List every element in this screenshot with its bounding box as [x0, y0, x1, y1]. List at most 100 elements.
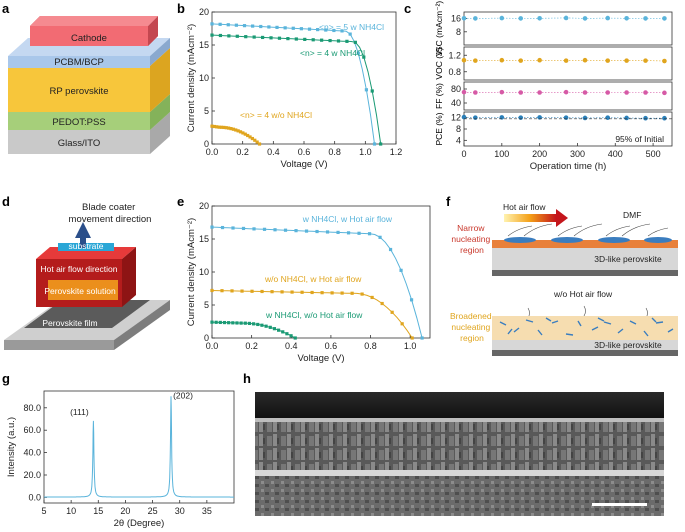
data-point [518, 90, 524, 95]
y-tick-label: 10 [199, 267, 209, 277]
x-tick-label: 0.4 [285, 341, 298, 351]
data-point [605, 15, 611, 21]
data-point [294, 229, 298, 233]
data-point [253, 138, 257, 142]
sem-vacuum [255, 392, 664, 418]
cathode-top [30, 16, 158, 26]
y-tick-label: 15 [199, 40, 209, 50]
data-point [311, 38, 315, 42]
data-point [643, 115, 648, 121]
data-point [582, 57, 588, 63]
x-tick-label: 5 [41, 506, 46, 516]
y-tick-label: 15 [199, 234, 209, 244]
x-tick-label: 15 [93, 506, 103, 516]
data-point [235, 321, 239, 325]
broadened-nucleating-band [492, 316, 678, 340]
data-point [499, 57, 505, 63]
x-tick-label: 0.8 [364, 341, 377, 351]
bottom-substrate [492, 350, 678, 356]
data-point [330, 291, 334, 295]
data-point [250, 289, 254, 293]
data-point [643, 58, 648, 63]
rp-perovskite-side [150, 48, 170, 112]
data-point [379, 142, 383, 146]
y-tick-label: 80 [451, 84, 461, 94]
data-point [370, 295, 374, 300]
perovskite-film-label: Perovskite film [42, 318, 97, 328]
data-point [643, 16, 648, 21]
data-point [307, 27, 312, 31]
data-point [259, 24, 263, 29]
peak-label: (202) [173, 391, 193, 401]
dmf-label: DMF [623, 210, 641, 220]
y-tick-label: 5 [204, 300, 209, 310]
narrow-nucleating-band [492, 240, 678, 248]
scale-bar [592, 503, 647, 506]
broadened-region-line-3: region [460, 333, 484, 343]
data-point [370, 89, 374, 93]
panel-label-g: g [2, 371, 10, 386]
data-point [378, 235, 382, 239]
data-point [283, 26, 287, 30]
data-point [236, 129, 240, 133]
data-point [281, 330, 285, 334]
data-point [360, 292, 364, 296]
data-point [243, 321, 247, 325]
data-point [605, 90, 611, 95]
data-point [372, 142, 377, 146]
data-point [227, 321, 231, 325]
data-point [272, 327, 277, 331]
data-point [252, 227, 256, 231]
data-point [473, 58, 478, 63]
data-point [267, 25, 271, 29]
data-point [226, 23, 230, 27]
y-tick-label: 0 [204, 333, 209, 343]
data-point [217, 125, 221, 129]
perovskite-solution-band [48, 280, 118, 300]
row-label: JSC (mAcm⁻²) [434, 1, 444, 57]
data-point [499, 89, 505, 95]
data-point [316, 27, 320, 32]
x-tick-label: 0.2 [245, 341, 258, 351]
data-point [340, 291, 344, 295]
sem-glass-substrate [255, 476, 664, 516]
data-point [624, 58, 629, 63]
pedot-layer-side [150, 94, 170, 130]
data-point [227, 34, 231, 38]
data-point [662, 115, 667, 121]
data-point [260, 323, 264, 327]
data-point [235, 34, 239, 38]
data-point [270, 290, 274, 294]
broadened-region-line-2: nucleating [451, 322, 490, 332]
data-point [248, 135, 252, 139]
data-point [218, 22, 222, 26]
data-point [255, 140, 259, 144]
direction-arrow-shaft [80, 238, 86, 248]
data-point [537, 90, 542, 95]
data-point [276, 328, 281, 332]
direction-arrow-head [75, 222, 91, 238]
chart-g: 5 10 15 20 25 30 35 0.0 20.0 40.0 60.0 80.0 2θ (Degr… [6, 390, 235, 529]
layer-label-pcbm: PCBM/BCP [54, 57, 104, 68]
layer-label-rp-perovskite: RP perovskite [50, 86, 109, 97]
broadened-region-label: Broadened nucleating region [450, 311, 494, 343]
data-point [239, 321, 243, 325]
data-point [210, 225, 214, 229]
series-label: w NH4Cl, w Hot air flow [302, 214, 393, 224]
data-point [241, 226, 246, 231]
data-point [582, 16, 588, 21]
data-point [348, 32, 352, 36]
nucleation-schematic: Hot air flow DMF Narrow nucleating regio… [450, 202, 678, 356]
x-tick-label: 0.0 [206, 341, 219, 351]
y-tick-label: 1.2 [448, 50, 461, 60]
data-point [234, 128, 238, 132]
data-point [518, 16, 524, 21]
data-point [290, 290, 294, 294]
data-point [260, 289, 264, 294]
data-point [537, 57, 542, 63]
x-tick-label: 20 [120, 506, 130, 516]
xrd-trace [44, 396, 234, 498]
data-point [220, 225, 225, 230]
narrow-region-line-1: Narrow [457, 223, 485, 233]
